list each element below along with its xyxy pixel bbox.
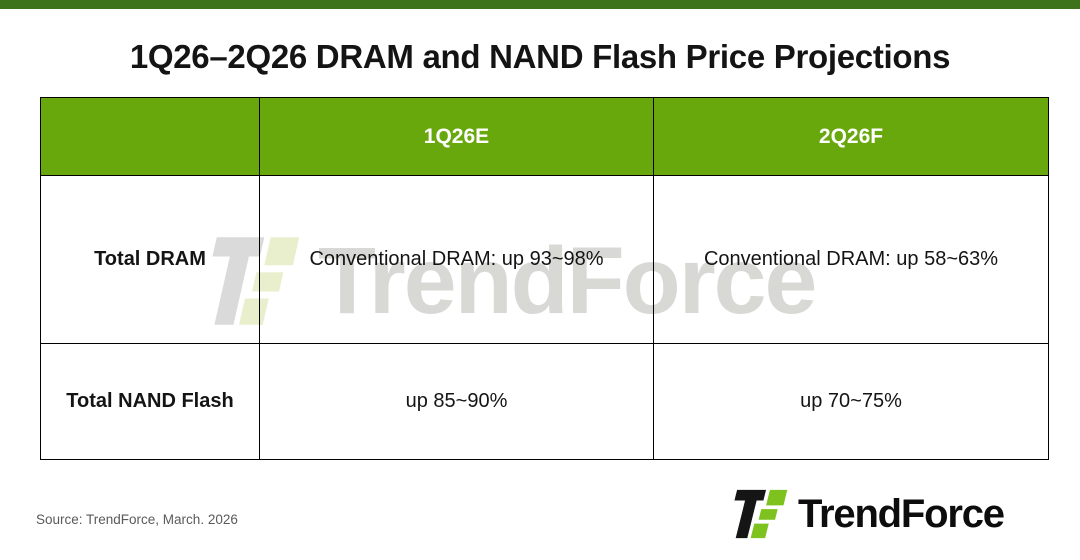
source-note: Source: TrendForce, March. 2026 [36,512,238,527]
header-cell-1q26e: 1Q26E [259,97,654,176]
cell-dram-2q26f: Conventional DRAM: up 58~63% [653,175,1049,344]
table-header-row: 1Q26E 2Q26F [40,97,1049,176]
row-label-total-dram: Total DRAM [40,175,260,344]
table-row-total-nand: Total NAND Flash up 85~90% up 70~75% [40,343,1049,460]
header-cell-empty [40,97,260,176]
trendforce-logo-icon [734,489,788,539]
page-title: 1Q26–2Q26 DRAM and NAND Flash Price Proj… [129,38,951,75]
row-label-total-nand: Total NAND Flash [40,343,260,460]
price-projection-table: 1Q26E 2Q26F Total DRAM Conventional DRAM… [40,97,1049,460]
cell-nand-1q26e: up 85~90% [259,343,654,460]
top-accent-bar [0,0,1080,9]
trendforce-brand-lockup: TrendForce [733,484,1005,544]
brand-name-text: TrendForce [798,492,1005,536]
header-cell-2q26f: 2Q26F [653,97,1049,176]
table-row-total-dram: Total DRAM Conventional DRAM: up 93~98% … [40,175,1049,344]
cell-dram-1q26e: Conventional DRAM: up 93~98% [259,175,654,344]
cell-nand-2q26f: up 70~75% [653,343,1049,460]
